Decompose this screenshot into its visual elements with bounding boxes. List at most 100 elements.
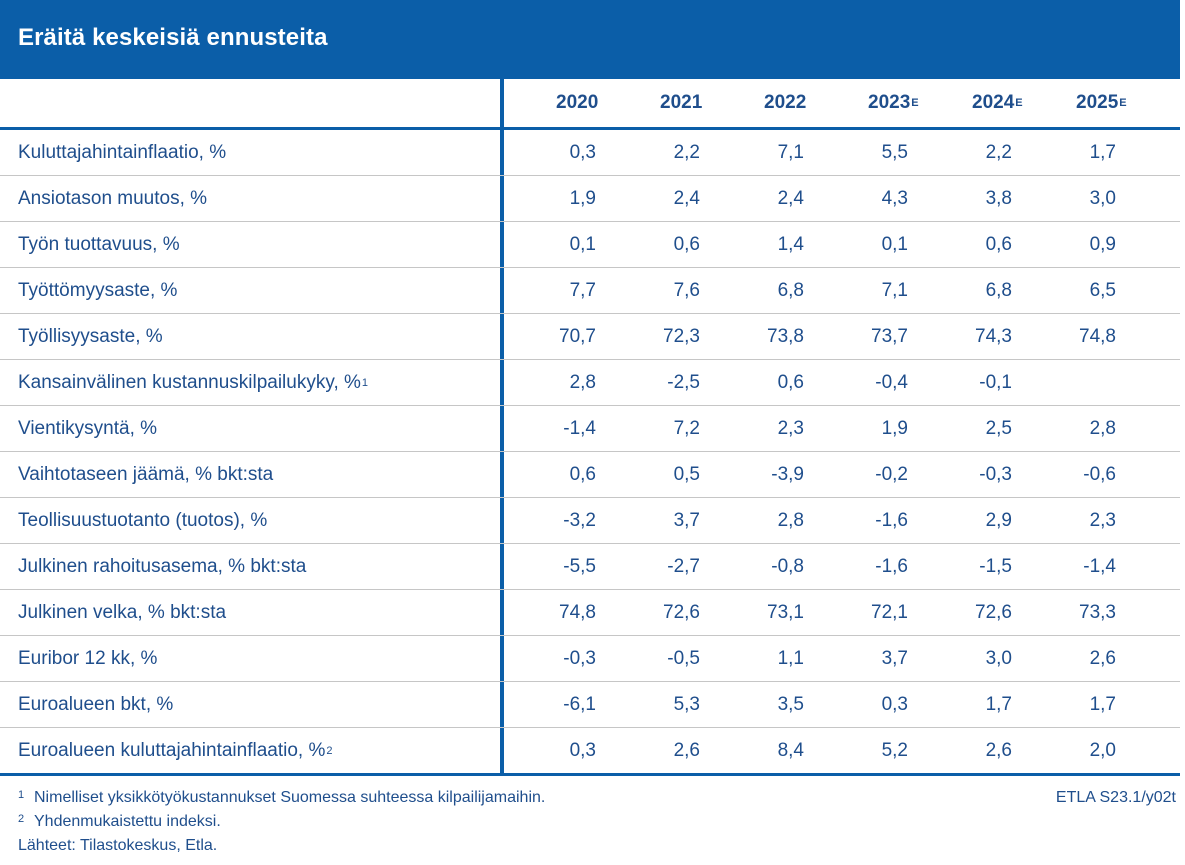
row-label: Vientikysyntä, % — [18, 417, 158, 439]
value-cell: 8,4 — [777, 739, 804, 761]
value-cell: -2,5 — [667, 371, 700, 393]
value-cell: 72,3 — [663, 325, 700, 347]
value-cell: -1,4 — [1083, 555, 1116, 577]
value-cell: 0,1 — [881, 233, 908, 255]
value-cell: 0,6 — [777, 371, 804, 393]
value-cell: 73,1 — [767, 601, 804, 623]
row-label: Euroalueen bkt, % — [18, 693, 174, 715]
table-row: Ansiotason muutos, % 1,9 2,4 2,4 4,3 3,8 3,0 — [0, 176, 1180, 222]
value-cell: 3,7 — [881, 647, 908, 669]
year-header: 2021 — [660, 92, 703, 113]
value-cell: 6,8 — [985, 279, 1012, 301]
forecast-table: 2020 2021 2022 2023 E 2024 E 2025 E Kulutta… — [0, 79, 1180, 776]
value-cell: 4,3 — [881, 187, 908, 209]
table-row: Kansainvälinen kustannuskilpailukyky, % 1… — [0, 360, 1180, 406]
value-cell: 2,6 — [673, 739, 700, 761]
table-row: Vaihtotaseen jäämä, % bkt:sta 0,6 0,5 -3,9 -… — [0, 452, 1180, 498]
value-cell: 0,3 — [569, 141, 596, 163]
value-cell: -0,3 — [979, 463, 1012, 485]
value-cell: 1,1 — [777, 647, 804, 669]
table-row: Euroalueen bkt, % -6,1 5,3 3,5 0,3 1,7 1,7 — [0, 682, 1180, 728]
value-cell: 6,8 — [777, 279, 804, 301]
value-cell: -1,4 — [563, 417, 596, 439]
value-cell: -0,2 — [875, 463, 908, 485]
value-cell: 3,8 — [985, 187, 1012, 209]
value-cell: 5,5 — [881, 141, 908, 163]
table-row: Euribor 12 kk, % -0,3 -0,5 1,1 3,7 3,0 2,6 — [0, 636, 1180, 682]
row-label: Vaihtotaseen jäämä, % bkt:sta — [18, 463, 274, 485]
row-label: Julkinen velka, % bkt:sta — [18, 601, 227, 623]
value-cell: -0,5 — [667, 647, 700, 669]
row-label: Euroalueen kuluttajahintainflaatio, % 2 — [18, 739, 333, 761]
footnote: 2 Yhdenmukaistettu indeksi. — [18, 813, 221, 830]
value-cell: -0,3 — [563, 647, 596, 669]
value-cell: 7,2 — [673, 417, 700, 439]
value-cell: 2,2 — [985, 141, 1012, 163]
row-label: Kansainvälinen kustannuskilpailukyky, % 1 — [18, 371, 369, 393]
value-cell: 2,2 — [673, 141, 700, 163]
row-label: Teollisuustuotanto (tuotos), % — [18, 509, 268, 531]
table-row: Työllisyysaste, % 70,7 72,3 73,8 73,7 74,3 74,… — [0, 314, 1180, 360]
value-cell: -1,6 — [875, 555, 908, 577]
table-footer: ETLA S23.1/y02t 1 Nimelliset yksikkötyöku… — [18, 786, 1178, 858]
table-row: Vientikysyntä, % -1,4 7,2 2,3 1,9 2,5 2,8 — [0, 406, 1180, 452]
row-label: Työttömyysaste, % — [18, 279, 178, 301]
value-cell: -1,5 — [979, 555, 1012, 577]
value-cell: 2,9 — [985, 509, 1012, 531]
value-cell: 2,4 — [777, 187, 804, 209]
value-cell: 73,7 — [871, 325, 908, 347]
value-cell: 0,6 — [569, 463, 596, 485]
header-row: 2020 2021 2022 2023 E 2024 E 2025 E — [0, 79, 1180, 130]
value-cell: 7,7 — [569, 279, 596, 301]
table-row: Euroalueen kuluttajahintainflaatio, % 2 0,… — [0, 728, 1180, 776]
value-cell: -0,4 — [875, 371, 908, 393]
table-row: Teollisuustuotanto (tuotos), % -3,2 3,7 2,8… — [0, 498, 1180, 544]
value-cell: 72,1 — [871, 601, 908, 623]
row-label: Työn tuottavuus, % — [18, 233, 180, 255]
year-header: 2022 — [764, 92, 807, 113]
value-cell: 1,9 — [569, 187, 596, 209]
row-label: Euribor 12 kk, % — [18, 647, 158, 669]
value-cell: 5,2 — [881, 739, 908, 761]
row-label: Kuluttajahintainflaatio, % — [18, 141, 227, 163]
value-cell: -0,8 — [771, 555, 804, 577]
value-cell: 70,7 — [559, 325, 596, 347]
value-cell: 2,0 — [1089, 739, 1116, 761]
row-label: Julkinen rahoitusasema, % bkt:sta — [18, 555, 307, 577]
value-cell: 3,7 — [673, 509, 700, 531]
value-cell: 2,8 — [777, 509, 804, 531]
value-cell: 1,9 — [881, 417, 908, 439]
table-body: Kuluttajahintainflaatio, % 0,3 2,2 7,1 5,5 2,… — [0, 130, 1180, 776]
value-cell: 73,8 — [767, 325, 804, 347]
sources: Lähteet: Tilastokeskus, Etla. — [18, 837, 218, 854]
value-cell: -3,9 — [771, 463, 804, 485]
value-cell: 74,3 — [975, 325, 1012, 347]
value-cell: 1,7 — [1089, 141, 1116, 163]
value-cell: 0,9 — [1089, 233, 1116, 255]
value-cell: -3,2 — [563, 509, 596, 531]
value-cell: 0,1 — [569, 233, 596, 255]
value-cell: 2,6 — [1089, 647, 1116, 669]
value-cell: -1,6 — [875, 509, 908, 531]
value-cell: 74,8 — [1079, 325, 1116, 347]
source-code: ETLA S23.1/y02t — [1055, 789, 1176, 806]
value-cell: 0,5 — [673, 463, 700, 485]
column-divider — [500, 79, 504, 774]
value-cell: 2,6 — [985, 739, 1012, 761]
value-cell: 0,6 — [673, 233, 700, 255]
value-cell: 2,3 — [777, 417, 804, 439]
table-title: Eräitä keskeisiä ennusteita — [18, 24, 328, 51]
value-cell: 1,4 — [777, 233, 804, 255]
year-header: 2020 — [556, 92, 599, 113]
value-cell: 73,3 — [1079, 601, 1116, 623]
year-header: 2023 E — [868, 92, 919, 113]
row-label: Ansiotason muutos, % — [18, 187, 208, 209]
value-cell: 6,5 — [1089, 279, 1116, 301]
row-label: Työllisyysaste, % — [18, 325, 163, 347]
value-cell: 3,0 — [985, 647, 1012, 669]
value-cell: 5,3 — [673, 693, 700, 715]
value-cell: 72,6 — [975, 601, 1012, 623]
value-cell: 3,0 — [1089, 187, 1116, 209]
value-cell: 1,7 — [985, 693, 1012, 715]
